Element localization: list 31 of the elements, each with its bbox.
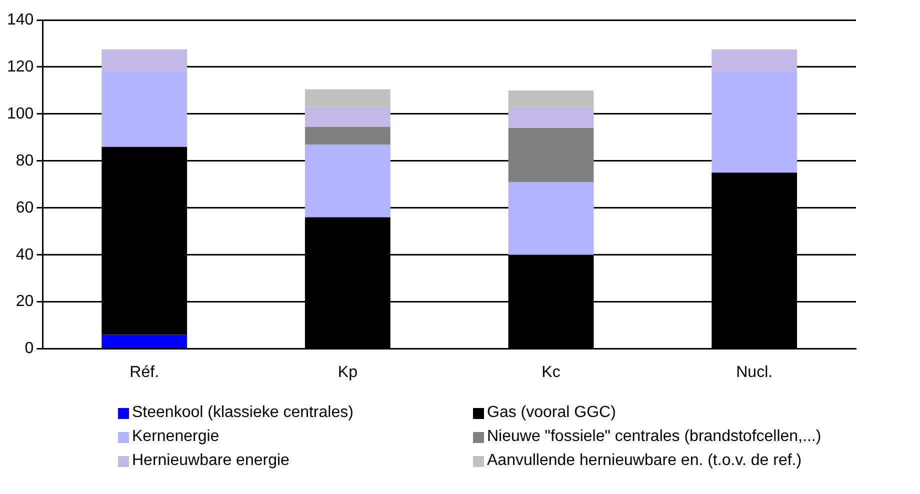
bar bbox=[508, 90, 594, 107]
x-tick-label: Nucl. bbox=[736, 364, 773, 381]
legend-label: Aanvullende hernieuwbare en. (t.o.v. de ref.) bbox=[487, 452, 802, 470]
bar bbox=[304, 106, 390, 127]
x-tick-label: Kp bbox=[338, 364, 358, 381]
bar bbox=[102, 49, 188, 72]
legend-label: Hernieuwbare energie bbox=[132, 452, 290, 470]
legend-label: Kernenergie bbox=[132, 428, 220, 446]
y-tick-label: 100 bbox=[6, 105, 34, 122]
bar bbox=[304, 89, 390, 107]
legend-label: Gas (vooral GGC) bbox=[487, 404, 616, 422]
legend-label: Steenkool (klassieke centrales) bbox=[132, 404, 354, 422]
bar bbox=[508, 106, 594, 128]
y-tick-label: 140 bbox=[6, 11, 34, 28]
y-tick-label: 0 bbox=[24, 340, 34, 358]
y-tick-label: 40 bbox=[16, 246, 34, 264]
y-tick-label: 60 bbox=[16, 199, 34, 216]
bar bbox=[508, 128, 594, 182]
bar bbox=[304, 144, 390, 218]
y-tick-label: 80 bbox=[16, 152, 34, 170]
x-tick-label: Réf. bbox=[130, 364, 160, 381]
legend-label: Nieuwe "fossiele" centrales (brandstofcellen,...) bbox=[487, 428, 822, 446]
bar bbox=[102, 72, 188, 147]
bar bbox=[712, 72, 798, 173]
bar bbox=[304, 126, 390, 144]
y-tick-label: 120 bbox=[6, 58, 34, 76]
x-tick-label: Kc bbox=[542, 364, 560, 381]
bar bbox=[508, 182, 594, 255]
y-tick-label: 20 bbox=[16, 293, 34, 310]
bar bbox=[102, 334, 188, 348]
bar bbox=[712, 49, 798, 72]
